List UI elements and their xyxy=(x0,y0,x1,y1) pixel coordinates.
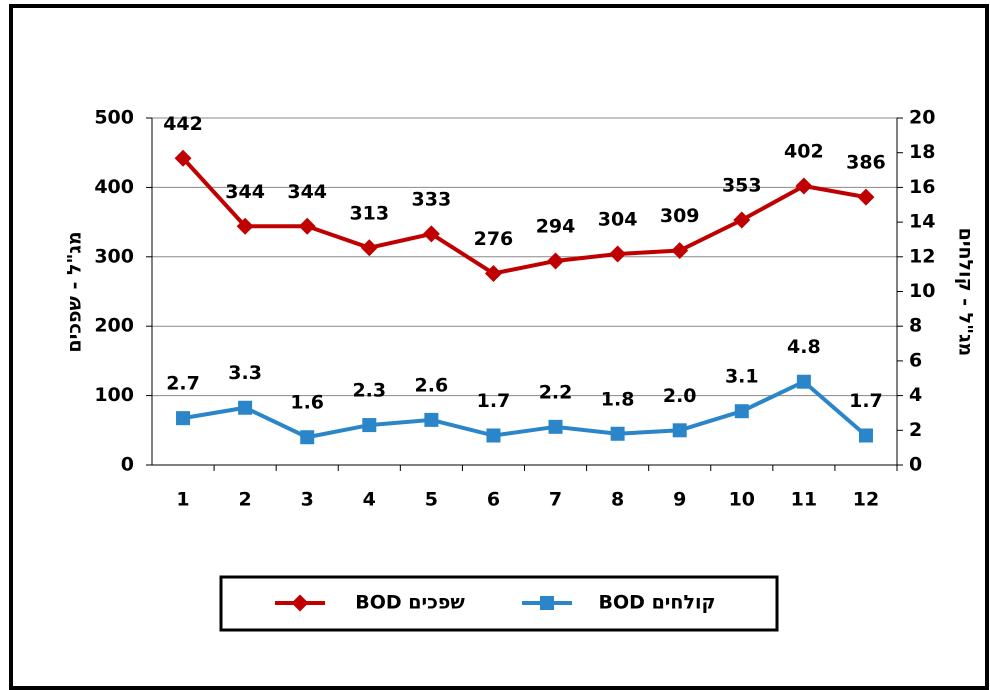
data-label: 294 xyxy=(536,215,576,237)
data-point xyxy=(796,374,811,389)
x-tick-label: 1 xyxy=(176,489,189,511)
data-label: 1.7 xyxy=(477,390,511,412)
data-label: 309 xyxy=(660,205,700,227)
data-point xyxy=(238,400,253,415)
y2-tick-label: 8 xyxy=(909,315,922,337)
y2-tick-label: 2 xyxy=(909,419,922,441)
data-point xyxy=(548,419,563,434)
data-label: 4.8 xyxy=(787,336,821,358)
y2-tick-label: 20 xyxy=(909,107,935,129)
y-tick-label: 500 xyxy=(94,107,134,129)
x-tick-label: 6 xyxy=(487,489,500,511)
data-point xyxy=(176,411,191,426)
x-tick-label: 7 xyxy=(549,489,562,511)
data-label: 2.7 xyxy=(166,373,200,395)
data-label: 344 xyxy=(225,181,265,203)
data-point xyxy=(858,428,873,443)
y2-tick-label: 18 xyxy=(909,141,935,163)
data-point xyxy=(671,242,689,260)
data-label: 2.3 xyxy=(352,380,386,402)
x-tick-label: 2 xyxy=(239,489,252,511)
data-point xyxy=(857,188,875,206)
y2-tick-label: 10 xyxy=(909,280,935,302)
y-tick-label: 400 xyxy=(94,176,134,198)
data-point xyxy=(236,217,254,235)
series-line xyxy=(182,379,868,440)
y-tick-label: 100 xyxy=(94,384,134,406)
data-point xyxy=(422,225,440,243)
frame xyxy=(9,4,989,690)
data-label: 3.3 xyxy=(228,362,262,384)
data-label: 402 xyxy=(784,141,824,163)
data-label: 2.6 xyxy=(415,374,449,396)
data-point xyxy=(486,428,501,443)
data-label: 353 xyxy=(722,175,762,197)
x-tick-label: 4 xyxy=(363,489,376,511)
data-label: 442 xyxy=(163,113,203,135)
x-tick-label: 11 xyxy=(791,489,817,511)
x-tick-label: 3 xyxy=(301,489,314,511)
y2-tick-label: 14 xyxy=(909,211,935,233)
legend-marker xyxy=(291,594,309,612)
data-point xyxy=(610,426,625,441)
data-label: 333 xyxy=(412,188,452,210)
data-point xyxy=(424,412,439,427)
data-label: 1.8 xyxy=(601,388,635,410)
y-tick-label: 0 xyxy=(121,454,134,476)
data-label: 1.7 xyxy=(849,390,883,412)
data-point xyxy=(298,217,316,235)
x-tick-label: 8 xyxy=(611,489,624,511)
data-label: 2.2 xyxy=(539,381,573,403)
data-point xyxy=(300,430,315,445)
y2-tick-label: 0 xyxy=(909,454,922,476)
data-point xyxy=(360,239,378,257)
x-tick-label: 10 xyxy=(729,489,755,511)
data-point xyxy=(734,404,749,419)
data-point xyxy=(733,211,751,229)
y2-tick-label: 16 xyxy=(909,176,935,198)
series-line xyxy=(181,156,867,276)
y2-tick-label: 6 xyxy=(909,349,922,371)
data-point xyxy=(609,245,627,263)
data-label: 1.6 xyxy=(290,392,324,414)
y2-axis-title: מג"ל - קולחים xyxy=(955,228,977,357)
y-tick-label: 300 xyxy=(94,245,134,267)
y2-tick-label: 12 xyxy=(909,245,935,267)
x-tick-label: 12 xyxy=(853,489,879,511)
x-tick-label: 5 xyxy=(425,489,438,511)
x-tick-label: 9 xyxy=(673,489,686,511)
legend-label: שפכים BOD xyxy=(355,592,465,614)
data-point xyxy=(795,177,813,195)
y2-tick-label: 4 xyxy=(909,384,922,406)
data-label: 304 xyxy=(598,209,638,231)
y-tick-label: 200 xyxy=(94,315,134,337)
data-label: 3.1 xyxy=(725,366,759,388)
data-point xyxy=(174,149,192,167)
data-point xyxy=(672,423,687,438)
data-label: 344 xyxy=(287,181,327,203)
y-axis-title: מג"ל - שפכים xyxy=(64,231,86,352)
data-label: 313 xyxy=(349,202,389,224)
legend-label: קולחים BOD xyxy=(599,592,716,614)
data-label: 2.0 xyxy=(663,385,697,407)
data-point xyxy=(484,264,502,282)
legend-marker xyxy=(540,596,554,610)
data-label: 386 xyxy=(846,152,886,174)
data-label: 276 xyxy=(474,228,514,250)
data-point xyxy=(362,418,377,433)
